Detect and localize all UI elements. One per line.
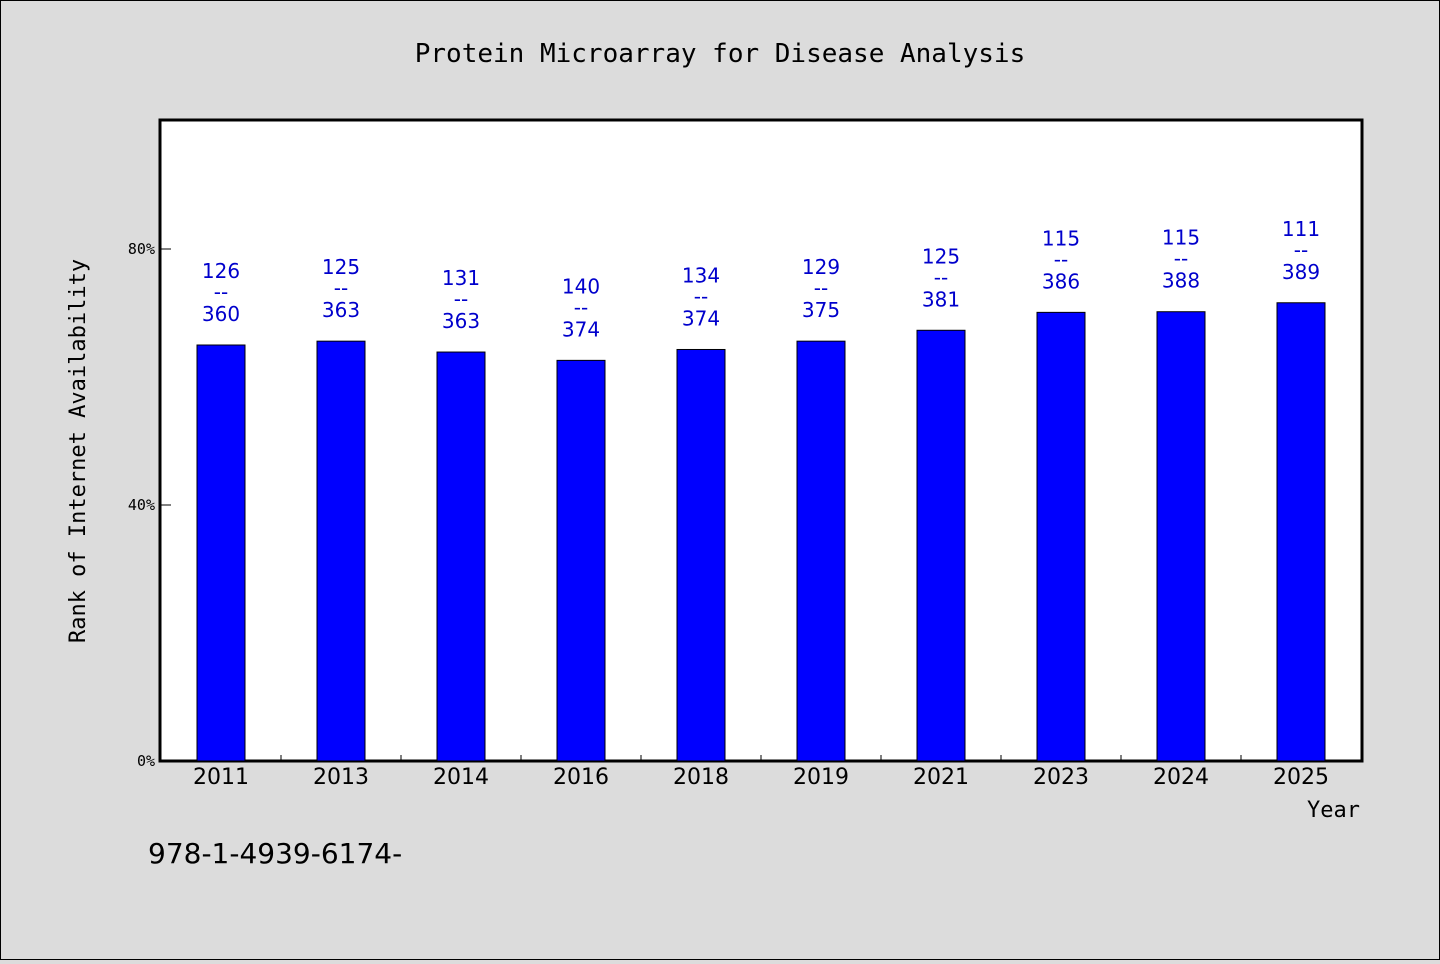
data-label-top: 125 — [322, 255, 360, 279]
data-label-separator: -- — [454, 287, 468, 311]
footnote-isbn: 978-1-4939-6174- — [148, 837, 402, 870]
data-label-top: 140 — [562, 274, 600, 298]
bar-2021 — [916, 329, 966, 762]
data-label-top: 115 — [1162, 226, 1200, 250]
data-labels-group: 126--360125--363131--363140--374134--374… — [202, 217, 1320, 342]
data-label-top: 134 — [682, 263, 720, 287]
data-label-separator: -- — [814, 276, 828, 300]
data-label-bottom: 360 — [202, 302, 240, 326]
x-axis-label: Year — [1307, 798, 1360, 823]
bar-2016 — [556, 359, 606, 762]
x-tick-label: 2013 — [313, 765, 369, 790]
data-label-top: 126 — [202, 259, 240, 283]
data-label-bottom: 386 — [1042, 269, 1080, 293]
bar-2023 — [1036, 311, 1086, 762]
y-tick-label: 0% — [137, 752, 155, 770]
bar-2011 — [196, 344, 246, 762]
bar-2024 — [1156, 311, 1206, 762]
data-label-bottom: 363 — [442, 309, 480, 333]
y-tick-label: 80% — [128, 240, 155, 258]
y-axis-label: Rank of Internet Availability — [66, 259, 91, 643]
data-label-separator: -- — [1174, 247, 1188, 271]
x-tick-label: 2019 — [793, 765, 849, 790]
x-tick-label: 2024 — [1153, 765, 1209, 790]
data-label-top: 111 — [1282, 217, 1320, 241]
data-label-separator: -- — [1294, 238, 1308, 262]
bars-group — [196, 302, 1326, 762]
y-axis: 0% 40% 80% — [128, 240, 171, 770]
data-label-separator: -- — [214, 280, 228, 304]
data-label-separator: -- — [934, 265, 948, 289]
chart-title: Protein Microarray for Disease Analysis — [415, 39, 1025, 69]
bar-2014 — [436, 351, 486, 762]
x-tick-label: 2021 — [913, 765, 969, 790]
x-axis: 2011 2013 2014 2016 2018 2019 2021 2023 2024 2025 — [193, 755, 1329, 790]
data-label-bottom: 363 — [322, 298, 360, 322]
data-label-top: 129 — [802, 255, 840, 279]
data-label-bottom: 374 — [682, 306, 720, 330]
bar-2019 — [796, 340, 846, 762]
x-tick-label: 2016 — [553, 765, 609, 790]
data-label-bottom: 389 — [1282, 260, 1320, 284]
x-tick-label: 2011 — [193, 765, 249, 790]
data-label-bottom: 374 — [562, 317, 600, 341]
data-label-top: 131 — [442, 266, 480, 290]
data-label-separator: -- — [574, 295, 588, 319]
data-label-bottom: 388 — [1162, 269, 1200, 293]
x-tick-label: 2023 — [1033, 765, 1089, 790]
data-label-top: 125 — [922, 244, 960, 268]
x-tick-label: 2014 — [433, 765, 489, 790]
data-label-bottom: 375 — [802, 298, 840, 322]
x-tick-label: 2025 — [1273, 765, 1329, 790]
data-label-separator: -- — [1054, 247, 1068, 271]
bar-2018 — [676, 348, 726, 762]
data-label-bottom: 381 — [922, 287, 960, 311]
data-label-separator: -- — [334, 276, 348, 300]
x-tick-label: 2018 — [673, 765, 729, 790]
bar-2025 — [1276, 302, 1326, 762]
data-label-separator: -- — [694, 284, 708, 308]
data-label-top: 115 — [1042, 226, 1080, 250]
bar-2013 — [316, 340, 366, 762]
y-tick-label: 40% — [128, 496, 155, 514]
